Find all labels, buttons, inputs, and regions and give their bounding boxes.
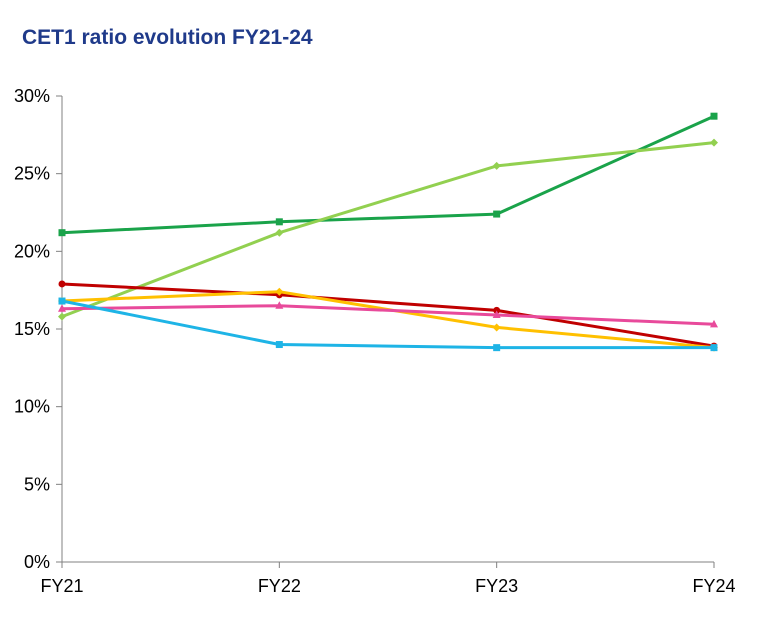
data-point [492,323,501,332]
y-tick-label: 10% [14,397,50,417]
data-point [710,319,718,328]
series-2 [58,138,718,321]
series-line [60,282,716,348]
x-tick-label: FY23 [475,576,518,596]
data-point [275,301,284,309]
data-point [58,280,66,288]
chart-axes [56,95,715,568]
data-point [58,297,66,305]
series-line [60,141,716,319]
y-tick-label: 5% [24,474,50,494]
data-point [275,287,284,296]
series-line [60,299,716,350]
y-tick-label: 20% [14,241,50,261]
x-tick-label: FY24 [692,576,735,596]
data-point [710,138,718,147]
chart-tick-labels: 0% 5% 10% 15% 20% 25% 30% FY21 FY22 FY23 FY24 [14,86,736,596]
data-point [58,304,66,312]
data-point [492,310,501,319]
y-tick-label: 15% [14,319,50,339]
y-tick-label: 0% [24,552,50,572]
chart-title: CET1 ratio evolution FY21-24 [22,26,313,49]
series-6 [58,297,718,352]
chart-series [58,112,718,352]
data-point [710,112,718,120]
series-line [60,304,716,326]
data-point [493,306,501,314]
data-point [275,228,284,237]
series-5 [58,301,718,328]
data-point [492,161,501,170]
series-line [60,114,716,235]
x-tick-label: FY22 [258,576,301,596]
x-tick-label: FY21 [40,576,83,596]
series-1 [58,112,718,237]
data-point [493,210,501,218]
data-point [58,312,66,321]
data-point [710,344,718,352]
data-point [58,229,66,237]
data-point [275,218,283,226]
data-point [275,341,283,349]
y-tick-label: 30% [14,86,50,106]
y-tick-label: 25% [14,164,50,184]
data-point [493,344,501,352]
